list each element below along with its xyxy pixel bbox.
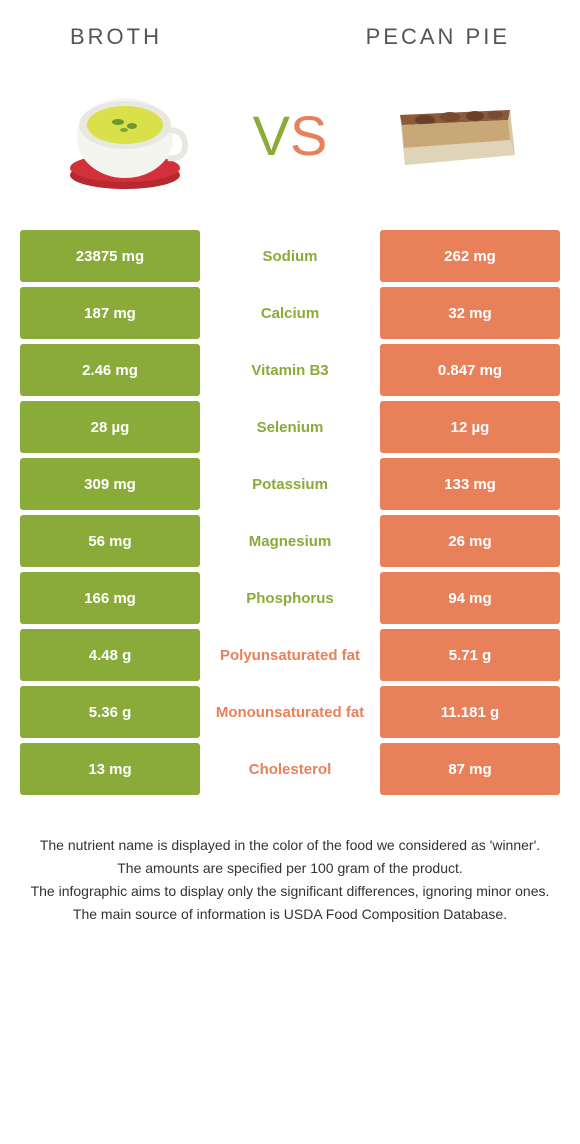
value-cell-right: 87 mg: [380, 743, 560, 795]
vs-s: S: [290, 103, 327, 168]
header-row: BROTH PECAN PIE: [20, 24, 560, 50]
value-cell-left: 187 mg: [20, 287, 200, 339]
value-cell-right: 12 µg: [380, 401, 560, 453]
table-row: 166 mgPhosphorus94 mg: [20, 572, 560, 624]
value-cell-right: 5.71 g: [380, 629, 560, 681]
nutrient-label: Sodium: [200, 230, 380, 282]
table-row: 4.48 gPolyunsaturated fat5.71 g: [20, 629, 560, 681]
vs-v: V: [253, 103, 290, 168]
pecan-pie-image: [380, 70, 530, 200]
nutrient-table: 23875 mgSodium262 mg187 mgCalcium32 mg2.…: [20, 230, 560, 795]
table-row: 5.36 gMonounsaturated fat11.181 g: [20, 686, 560, 738]
nutrient-label: Monounsaturated fat: [200, 686, 380, 738]
nutrient-label: Magnesium: [200, 515, 380, 567]
table-row: 56 mgMagnesium26 mg: [20, 515, 560, 567]
table-row: 187 mgCalcium32 mg: [20, 287, 560, 339]
value-cell-left: 4.48 g: [20, 629, 200, 681]
value-cell-left: 13 mg: [20, 743, 200, 795]
table-row: 28 µgSelenium12 µg: [20, 401, 560, 453]
table-row: 309 mgPotassium133 mg: [20, 458, 560, 510]
value-cell-right: 11.181 g: [380, 686, 560, 738]
value-cell-left: 5.36 g: [20, 686, 200, 738]
value-cell-right: 94 mg: [380, 572, 560, 624]
value-cell-left: 56 mg: [20, 515, 200, 567]
value-cell-left: 166 mg: [20, 572, 200, 624]
value-cell-left: 2.46 mg: [20, 344, 200, 396]
value-cell-right: 262 mg: [380, 230, 560, 282]
footer-line: The amounts are specified per 100 gram o…: [20, 858, 560, 879]
nutrient-label: Polyunsaturated fat: [200, 629, 380, 681]
nutrient-label: Selenium: [200, 401, 380, 453]
food-title-left: BROTH: [70, 24, 162, 50]
value-cell-right: 32 mg: [380, 287, 560, 339]
value-cell-right: 26 mg: [380, 515, 560, 567]
footer-line: The nutrient name is displayed in the co…: [20, 835, 560, 856]
nutrient-label: Calcium: [200, 287, 380, 339]
table-row: 2.46 mgVitamin B30.847 mg: [20, 344, 560, 396]
value-cell-left: 28 µg: [20, 401, 200, 453]
vs-row: VS: [20, 70, 560, 200]
nutrient-label: Phosphorus: [200, 572, 380, 624]
nutrient-label: Potassium: [200, 458, 380, 510]
footer-line: The infographic aims to display only the…: [20, 881, 560, 902]
nutrient-label: Vitamin B3: [200, 344, 380, 396]
value-cell-left: 309 mg: [20, 458, 200, 510]
vs-label: VS: [253, 103, 328, 168]
broth-image: [50, 70, 200, 200]
value-cell-right: 0.847 mg: [380, 344, 560, 396]
table-row: 13 mgCholesterol87 mg: [20, 743, 560, 795]
value-cell-left: 23875 mg: [20, 230, 200, 282]
footer-line: The main source of information is USDA F…: [20, 904, 560, 925]
value-cell-right: 133 mg: [380, 458, 560, 510]
table-row: 23875 mgSodium262 mg: [20, 230, 560, 282]
food-title-right: PECAN PIE: [366, 24, 510, 50]
footer-notes: The nutrient name is displayed in the co…: [20, 835, 560, 925]
nutrient-label: Cholesterol: [200, 743, 380, 795]
